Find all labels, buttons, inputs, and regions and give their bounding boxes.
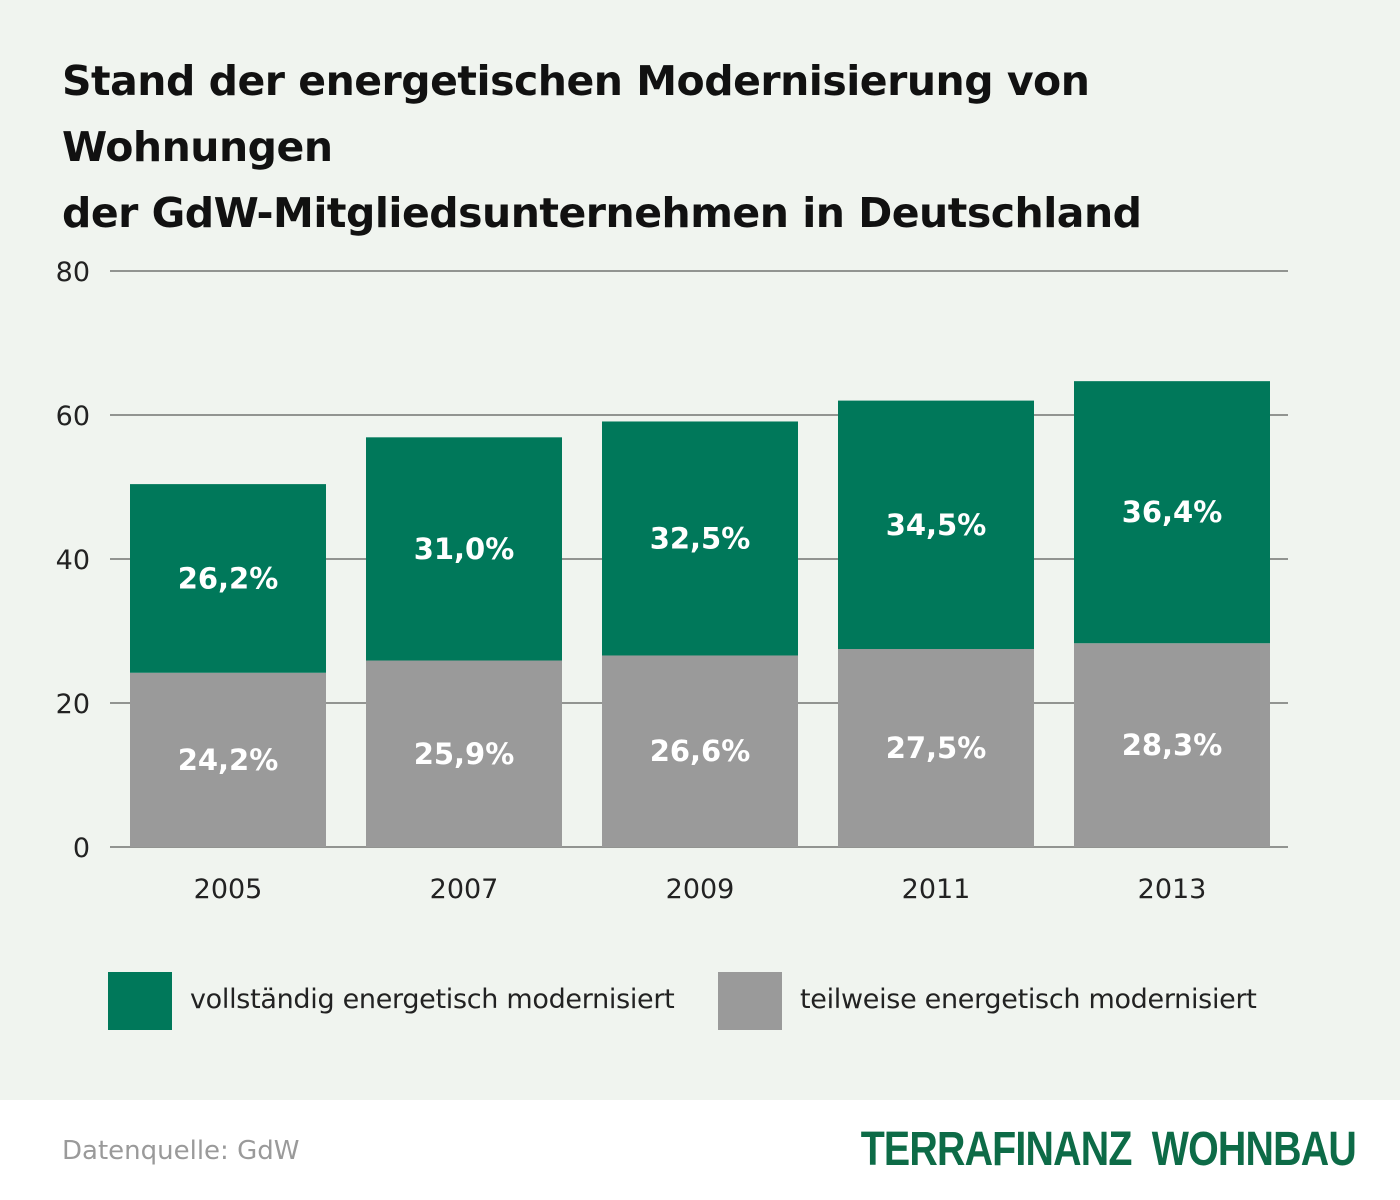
legend-swatch-partial [718,972,782,1030]
bar-partial-2013 [1074,643,1270,847]
x-tick-label-2011: 2011 [902,874,971,905]
x-tick-label-2005: 2005 [194,874,263,905]
data-label-partial-2013: 28,3% [1122,728,1223,762]
y-tick-label-60: 60 [56,401,90,432]
y-tick-label-0: 0 [73,833,90,864]
legend-label-full: vollständig energetisch modernisiert [190,984,675,1015]
chart-title-line-1: Stand der energetischen Modernisierung v… [62,57,1090,171]
chart-title: Stand der energetischen Modernisierung v… [62,48,1362,246]
data-label-full-2013: 36,4% [1122,495,1223,529]
chart-title-line-2: der GdW-Mitgliedsunternehmen in Deutschl… [62,189,1142,237]
legend-label-partial: teilweise energetisch modernisiert [800,984,1257,1015]
bar-partial-2007 [366,660,562,847]
bar-full-2005 [130,484,326,673]
legend: vollständig energetisch modernisiert tei… [0,972,1400,1032]
bar-partial-2005 [130,672,326,847]
data-label-full-2005: 26,2% [178,561,279,595]
data-label-full-2011: 34,5% [886,508,987,542]
y-tick-label-80: 80 [56,257,90,288]
data-label-partial-2011: 27,5% [886,731,987,765]
x-tick-label-2009: 2009 [666,874,735,905]
bar-full-2011 [838,400,1034,649]
data-label-partial-2009: 26,6% [650,734,751,768]
bar-partial-2011 [838,649,1034,847]
stacked-bar-chart: 0 20 40 60 80 24,2% 26,2% 2005 25,9% 31,0% 2007 26,… [56,257,1288,905]
bar-full-2007 [366,437,562,661]
footer: Datenquelle: GdW TERRAFINANZ WOHNBAU [0,1100,1400,1200]
bar-partial-2009 [602,655,798,847]
data-label-partial-2005: 24,2% [178,743,279,777]
y-tick-label-40: 40 [56,545,90,576]
brand-logo: TERRAFINANZ WOHNBAU [860,1123,1357,1176]
x-tick-label-2013: 2013 [1138,874,1207,905]
bar-full-2013 [1074,381,1270,644]
data-label-full-2009: 32,5% [650,521,751,555]
data-source: Datenquelle: GdW [62,1136,300,1166]
y-tick-label-20: 20 [56,689,90,720]
bar-full-2009 [602,421,798,656]
data-label-full-2007: 31,0% [414,532,515,566]
legend-swatch-full [108,972,172,1030]
data-label-partial-2007: 25,9% [414,737,515,771]
x-tick-label-2007: 2007 [430,874,499,905]
